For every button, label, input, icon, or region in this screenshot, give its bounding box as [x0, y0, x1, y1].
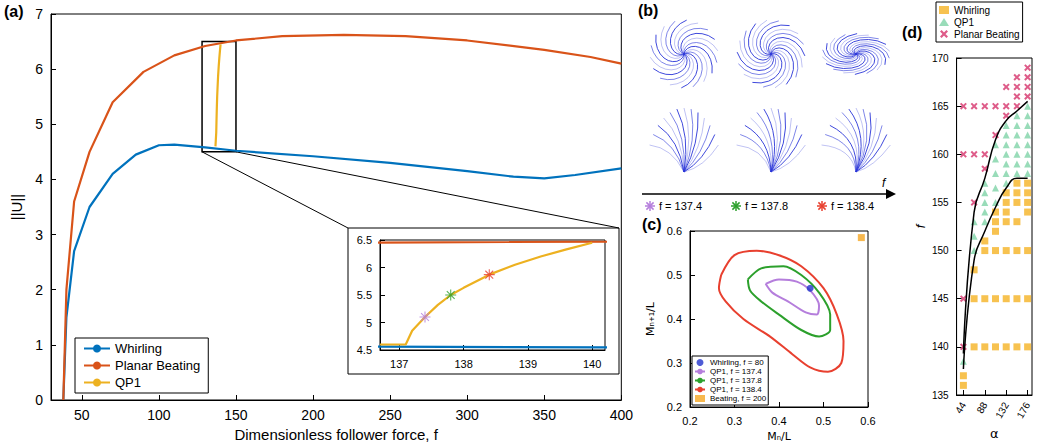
- svg-text:2: 2: [35, 282, 43, 298]
- svg-text:0.4: 0.4: [667, 313, 682, 325]
- svg-text:250: 250: [378, 407, 402, 423]
- svg-text:0.5: 0.5: [667, 269, 682, 281]
- svg-text:140: 140: [932, 341, 949, 352]
- svg-text:150: 150: [932, 245, 949, 256]
- svg-text:(a): (a): [4, 3, 24, 20]
- svg-text:||U||: ||U||: [8, 194, 25, 220]
- svg-text:44: 44: [953, 400, 968, 416]
- svg-text:0.2: 0.2: [682, 415, 697, 427]
- svg-text:7: 7: [35, 6, 43, 22]
- svg-text:0.2: 0.2: [667, 401, 682, 413]
- svg-text:0.6: 0.6: [667, 225, 682, 237]
- svg-text:176: 176: [1015, 400, 1033, 420]
- svg-text:Planar Beating: Planar Beating: [954, 29, 1020, 40]
- svg-text:3: 3: [35, 227, 43, 243]
- svg-text:145: 145: [932, 293, 949, 304]
- svg-text:100: 100: [147, 407, 171, 423]
- svg-text:QP1, f = 137.8: QP1, f = 137.8: [710, 376, 762, 385]
- svg-text:0.6: 0.6: [860, 415, 875, 427]
- svg-text:5: 5: [366, 317, 372, 329]
- svg-text:0: 0: [35, 392, 43, 408]
- svg-text:Whirling: Whirling: [115, 341, 162, 356]
- svg-text:Whirling: Whirling: [954, 5, 990, 16]
- svg-text:5.5: 5.5: [357, 289, 372, 301]
- svg-text:300: 300: [456, 407, 480, 423]
- svg-text:α: α: [990, 426, 999, 441]
- svg-text:170: 170: [932, 53, 949, 64]
- svg-text:140: 140: [583, 358, 601, 370]
- svg-text:132: 132: [993, 400, 1011, 420]
- svg-text:Mₙ/L: Mₙ/L: [767, 430, 792, 443]
- svg-text:150: 150: [224, 407, 248, 423]
- svg-text:50: 50: [74, 407, 90, 423]
- svg-text:137: 137: [390, 358, 408, 370]
- svg-text:QP1, f = 137.4: QP1, f = 137.4: [710, 367, 762, 376]
- svg-text:f = 137.4: f = 137.4: [659, 200, 702, 212]
- svg-text:0.5: 0.5: [816, 415, 831, 427]
- svg-text:6: 6: [35, 61, 43, 77]
- svg-text:QP1, f = 138.4: QP1, f = 138.4: [710, 385, 762, 394]
- svg-text:5: 5: [35, 116, 43, 132]
- svg-text:200: 200: [301, 407, 325, 423]
- svg-text:0.4: 0.4: [771, 415, 786, 427]
- svg-text:135: 135: [932, 390, 949, 401]
- svg-text:Mₙ₊₁/L: Mₙ₊₁/L: [644, 301, 657, 336]
- svg-text:(d): (d): [902, 24, 922, 41]
- svg-text:Beating, f = 200: Beating, f = 200: [710, 394, 767, 403]
- svg-text:4.5: 4.5: [357, 344, 372, 356]
- svg-text:1: 1: [35, 337, 43, 353]
- svg-text:88: 88: [974, 400, 989, 416]
- svg-text:QP1: QP1: [115, 375, 141, 390]
- svg-text:Planar Beating: Planar Beating: [115, 358, 200, 373]
- svg-text:4: 4: [35, 171, 43, 187]
- svg-text:400: 400: [610, 407, 634, 423]
- svg-text:f: f: [882, 176, 887, 190]
- svg-text:350: 350: [533, 407, 557, 423]
- svg-text:f: f: [913, 223, 928, 228]
- svg-text:160: 160: [932, 149, 949, 160]
- svg-text:155: 155: [932, 197, 949, 208]
- svg-text:6: 6: [366, 262, 372, 274]
- svg-text:138: 138: [454, 358, 472, 370]
- svg-text:0.3: 0.3: [727, 415, 742, 427]
- svg-text:f = 138.4: f = 138.4: [831, 200, 874, 212]
- svg-text:(b): (b): [638, 2, 658, 19]
- svg-text:0.3: 0.3: [667, 357, 682, 369]
- svg-text:f = 137.8: f = 137.8: [745, 200, 788, 212]
- svg-text:Whirling, f = 80: Whirling, f = 80: [710, 358, 764, 367]
- svg-text:139: 139: [519, 358, 537, 370]
- svg-text:(c): (c): [642, 216, 662, 233]
- svg-text:6.5: 6.5: [357, 234, 372, 246]
- svg-text:165: 165: [932, 101, 949, 112]
- svg-text:Dimensionless follower force,: Dimensionless follower force, f: [234, 426, 438, 443]
- svg-text:QP1: QP1: [954, 17, 974, 28]
